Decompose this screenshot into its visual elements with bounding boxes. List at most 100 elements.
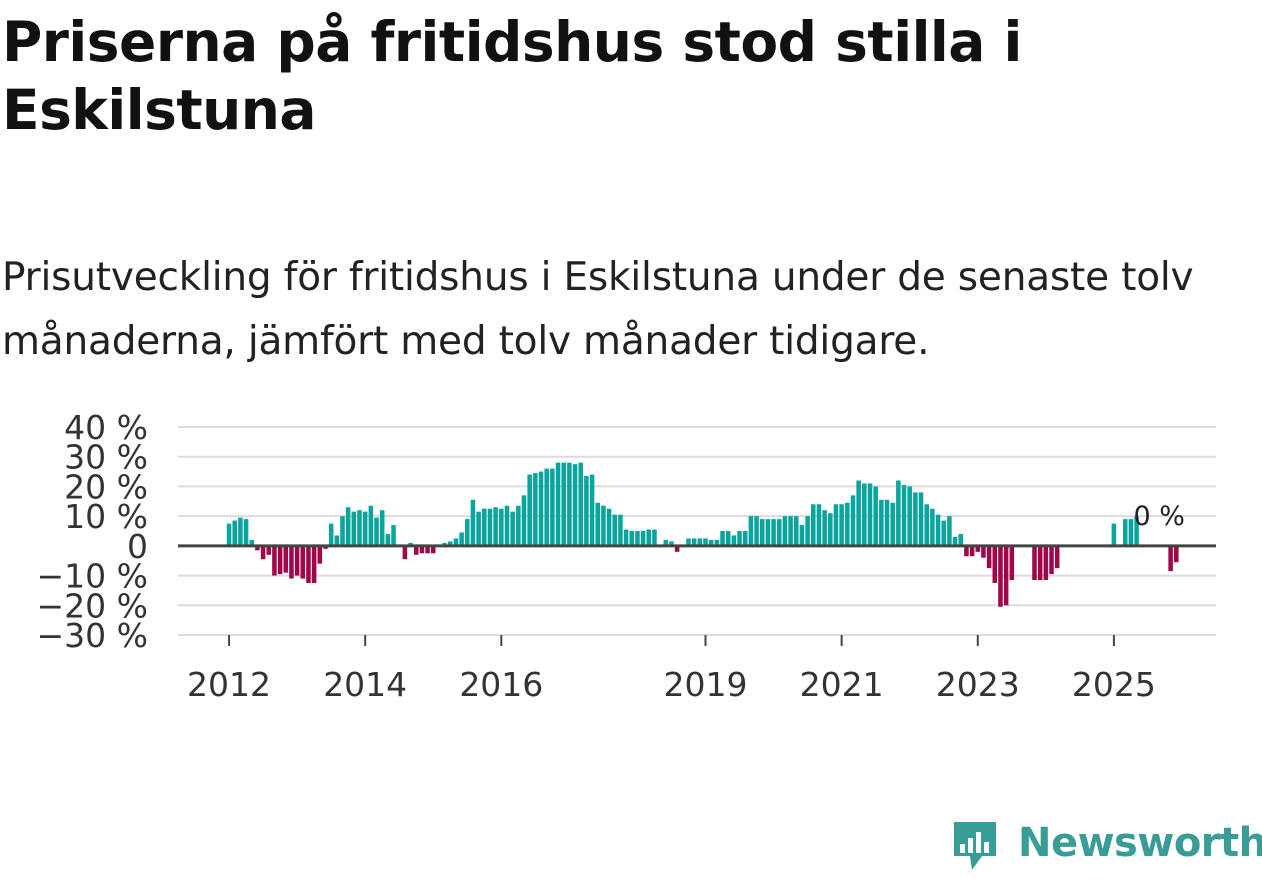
newsworthy-logo: Newsworthy bbox=[950, 818, 1262, 880]
bar bbox=[345, 507, 351, 546]
end-value-label: 0 % bbox=[1133, 501, 1184, 532]
bar bbox=[340, 516, 345, 546]
bar bbox=[703, 538, 708, 546]
bar bbox=[992, 545, 998, 583]
gridlines bbox=[178, 426, 1216, 636]
bar bbox=[1043, 545, 1049, 581]
y-tick-label: 40 % bbox=[64, 408, 148, 447]
bar bbox=[249, 539, 255, 546]
bars bbox=[226, 462, 1179, 607]
bar bbox=[243, 519, 249, 546]
bar bbox=[947, 516, 952, 546]
x-tick-label: 2023 bbox=[936, 665, 1020, 700]
bar bbox=[561, 462, 566, 546]
bar bbox=[646, 529, 652, 546]
bar bbox=[317, 545, 323, 564]
bar bbox=[884, 499, 890, 546]
y-tick-label: 30 % bbox=[64, 438, 148, 477]
bar bbox=[510, 511, 515, 546]
bar bbox=[493, 507, 498, 546]
bar bbox=[544, 468, 549, 546]
bar bbox=[589, 474, 595, 546]
bar bbox=[567, 462, 572, 546]
bar bbox=[521, 495, 527, 546]
bar bbox=[499, 508, 504, 546]
bar bbox=[504, 505, 510, 546]
bar bbox=[862, 483, 867, 546]
bar bbox=[283, 545, 289, 573]
bar bbox=[584, 476, 589, 546]
bar bbox=[572, 464, 578, 546]
bar bbox=[601, 505, 606, 546]
bar bbox=[640, 531, 646, 546]
annotations: 0 % bbox=[1133, 501, 1184, 532]
bar bbox=[595, 502, 601, 546]
bar bbox=[357, 510, 362, 546]
bar bbox=[362, 511, 368, 546]
bar bbox=[379, 510, 385, 546]
bar bbox=[238, 517, 243, 546]
bar bbox=[981, 545, 986, 558]
y-tick-label: 0 bbox=[127, 527, 148, 566]
bar bbox=[986, 545, 992, 569]
bar bbox=[901, 484, 907, 546]
bar bbox=[714, 539, 720, 546]
bar bbox=[470, 499, 476, 546]
x-tick-label: 2014 bbox=[323, 665, 407, 700]
y-tick-label: 10 % bbox=[64, 497, 148, 536]
bar bbox=[822, 510, 827, 546]
bar bbox=[782, 516, 788, 546]
bar bbox=[385, 533, 391, 546]
bar bbox=[306, 545, 311, 583]
bar bbox=[430, 545, 436, 554]
x-tick-label: 2016 bbox=[459, 665, 543, 700]
bar bbox=[635, 531, 640, 546]
x-tick-label: 2021 bbox=[800, 665, 884, 700]
bar bbox=[294, 545, 300, 576]
bar bbox=[674, 545, 680, 552]
bar-chart: 40 %30 %20 %10 %0−10 %−20 %−30 % 2012 201… bbox=[37, 408, 1216, 700]
bar bbox=[351, 511, 357, 546]
bar bbox=[958, 533, 964, 546]
brand-name: Newsworthy bbox=[1018, 820, 1262, 866]
bar bbox=[816, 504, 822, 546]
bar bbox=[969, 545, 975, 557]
bar bbox=[606, 508, 612, 546]
bar bbox=[1003, 545, 1009, 606]
bar bbox=[289, 545, 294, 579]
bar bbox=[890, 502, 895, 546]
bar bbox=[555, 462, 561, 546]
bar bbox=[686, 538, 691, 546]
bar bbox=[652, 529, 657, 546]
bar bbox=[402, 545, 408, 560]
bar bbox=[964, 545, 969, 557]
bar bbox=[1168, 545, 1173, 572]
chart-title: Priserna på fritidshus stod stilla i Esk… bbox=[2, 10, 1022, 142]
bar bbox=[1174, 545, 1179, 563]
bar bbox=[1122, 519, 1128, 546]
bar bbox=[799, 525, 805, 546]
bar bbox=[811, 504, 816, 546]
bar bbox=[879, 499, 884, 546]
bar bbox=[771, 519, 776, 546]
bar bbox=[669, 541, 674, 546]
bar bbox=[277, 545, 283, 575]
bar bbox=[300, 545, 306, 579]
bar bbox=[533, 473, 538, 546]
bar bbox=[748, 516, 754, 546]
bar bbox=[856, 480, 861, 546]
bar bbox=[776, 519, 782, 546]
bar bbox=[623, 529, 629, 546]
bar bbox=[226, 523, 232, 546]
bar bbox=[311, 545, 317, 583]
bar bbox=[742, 531, 748, 546]
x-axis-labels: 2012 2014 2016 2019 2021 2023 2025 bbox=[187, 635, 1156, 700]
bar bbox=[935, 514, 941, 546]
x-tick-label: 2025 bbox=[1072, 665, 1156, 700]
bar bbox=[550, 468, 555, 546]
bar bbox=[918, 492, 924, 546]
bar bbox=[805, 516, 810, 546]
bar bbox=[1032, 545, 1037, 581]
bar bbox=[425, 545, 430, 554]
bar bbox=[663, 539, 669, 546]
